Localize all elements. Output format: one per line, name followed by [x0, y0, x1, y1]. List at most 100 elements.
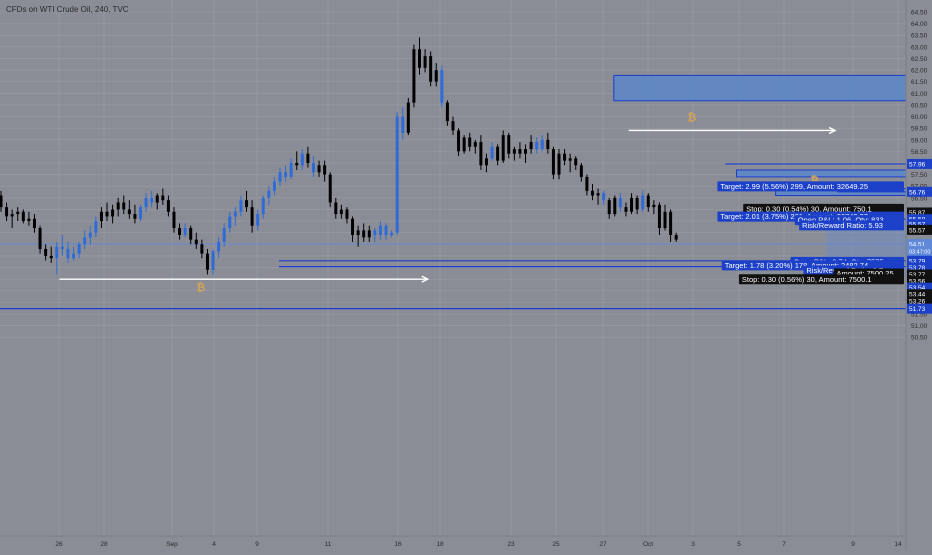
candle-body	[373, 230, 377, 236]
candle-body	[652, 204, 656, 208]
time-tick-label: Sep	[166, 541, 178, 548]
price-tick-label: 61.00	[911, 91, 928, 98]
candle-body	[434, 70, 438, 82]
annotation-label: Amount: 7500.25	[837, 269, 894, 278]
candle-body	[99, 211, 103, 222]
candle-body	[563, 153, 567, 161]
price-tick-label: 51.50	[911, 311, 928, 318]
annotation-label: Risk/Reward Ratio: 5.93	[802, 221, 883, 230]
candle-body	[512, 149, 516, 154]
time-tick-label: 26	[55, 541, 63, 548]
price-tick-label: 64.50	[911, 10, 928, 17]
candle-body	[568, 158, 572, 161]
candle-body	[189, 228, 193, 240]
candle-body	[161, 195, 165, 201]
time-tick-label: 5	[737, 541, 741, 548]
time-tick-label: Oct	[643, 541, 653, 548]
candle-body	[21, 211, 25, 222]
candle-body	[657, 204, 661, 229]
price-labels: 57.9656.7655.8755.5855.5755.5754.5103:47…	[907, 158, 932, 314]
candle-body	[194, 239, 198, 245]
price-label-black: 53.77	[909, 272, 926, 279]
price-tick-label: 60.50	[911, 102, 928, 109]
price-label-black-box	[907, 275, 932, 286]
candle-body	[613, 197, 617, 215]
candle-body	[507, 135, 511, 154]
candle-body	[38, 228, 42, 249]
candle-body	[468, 137, 472, 147]
arrow-head-icon	[421, 275, 430, 283]
zones	[613, 74, 907, 197]
time-tick-label: 14	[894, 541, 902, 548]
candle-body	[557, 153, 561, 175]
price-tick-label: 56.50	[911, 195, 928, 202]
annotation-label: Target: 1.78 (3.20%) 178, Amount: 2482.7…	[725, 261, 868, 270]
price-label-blue-box	[907, 303, 932, 314]
candle-body	[88, 232, 92, 238]
bitcoin-icon: ₿	[196, 282, 205, 294]
time-tick-label: 25	[552, 541, 560, 548]
candle-body	[267, 190, 271, 198]
candle-body	[44, 248, 48, 256]
candle-body	[607, 200, 611, 215]
candle-body	[122, 202, 126, 210]
candle-body	[155, 195, 159, 203]
candle-body	[518, 149, 522, 154]
time-tick-label: 4	[212, 541, 216, 548]
time-axis[interactable]: 26 28 Sep 4 9 11 16 18 23 25 27 Oct 3 5 7 9 14	[55, 541, 902, 548]
time-tick-label: 18	[436, 541, 444, 548]
annotation-label: Stop: 0.30 (0.54%) 30, Amount: 750.1	[746, 204, 872, 213]
supply-zone	[613, 74, 907, 102]
time-tick-label: 7	[782, 541, 786, 548]
price-tick-label: 62.50	[911, 56, 928, 63]
price-tick-label: 64.00	[911, 21, 928, 28]
candle-body	[334, 202, 338, 215]
candle-body	[278, 172, 282, 182]
candle-body	[451, 121, 455, 131]
candle-body	[574, 158, 578, 166]
bitcoin-icon: ₿	[687, 112, 696, 124]
candle-body	[579, 165, 583, 177]
candle-body	[311, 162, 315, 173]
candle-body	[602, 193, 606, 201]
price-tick-label: 60.00	[911, 114, 928, 121]
candle-body	[496, 146, 500, 161]
supply-zone	[736, 169, 907, 178]
candle-body	[295, 162, 299, 166]
annotation-box	[717, 181, 904, 192]
annotation-label: Stop: 0.30 (0.56%) 30, Amount: 7500.1	[742, 275, 872, 284]
candle-body	[27, 218, 31, 222]
time-tick-label: 11	[325, 541, 332, 548]
candle-body	[72, 253, 76, 259]
candle-body	[172, 211, 176, 229]
price-label-black: 53.56	[909, 278, 926, 285]
candle-body	[16, 211, 20, 215]
candle-body	[150, 197, 154, 203]
price-label-black-box	[907, 269, 932, 280]
candle-body	[178, 228, 182, 236]
candle-body	[362, 230, 366, 238]
annotation-box	[738, 274, 904, 285]
bitcoin-icon: ₿	[810, 175, 819, 187]
price-tick-label: 63.50	[911, 33, 928, 40]
price-label-black: 53.44	[909, 292, 926, 299]
candle-body	[133, 214, 137, 219]
candle-body	[94, 221, 98, 233]
candle-body	[479, 142, 483, 166]
price-tick-label: 59.50	[911, 126, 928, 133]
annotation-label: Target: 2.99 (5.56%) 299, Amount: 32649.…	[720, 182, 868, 191]
candle-body	[390, 232, 394, 236]
candle-body	[529, 142, 533, 150]
candle-body	[127, 209, 131, 215]
candle-body	[60, 246, 64, 249]
candle-body	[418, 49, 421, 68]
current-price-label: 54.51	[909, 242, 926, 249]
price-tick-label: 63.00	[911, 44, 928, 51]
candle-body	[317, 165, 321, 173]
candle-body	[596, 193, 600, 196]
price-label-blue: 51.73	[909, 306, 926, 313]
candle-body	[239, 200, 243, 212]
annotation-label: Target: 2.01 (3.75%) 201, Amount: 26749.…	[720, 212, 868, 221]
